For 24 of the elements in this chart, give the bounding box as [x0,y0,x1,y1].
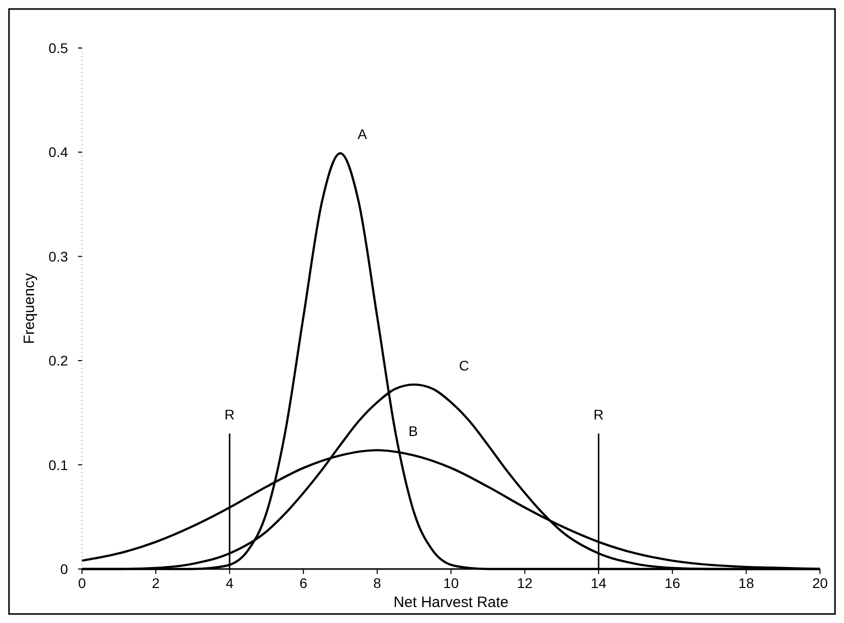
y-tick-label: 0 [60,561,68,577]
series-label: C [459,358,470,374]
y-tick-label: 0.5 [48,40,68,56]
x-axis-title: Net Harvest Rate [393,594,509,611]
x-tick-label: 4 [226,575,234,591]
x-tick-label: 16 [664,575,680,591]
x-tick-label: 10 [443,575,459,591]
x-tick-label: 14 [590,575,607,591]
x-tick-label: 6 [300,575,308,591]
y-tick-label: 0.2 [48,352,68,369]
x-tick-label: 2 [152,575,160,591]
ref-line-label: R [594,406,604,423]
x-tick-label: 18 [738,575,754,591]
x-tick-label: 8 [373,575,382,591]
y-axis-title: Frequency [21,272,38,344]
ref-line-label: R [224,406,235,423]
y-tick-label: 0.3 [48,248,68,264]
y-tick-label: 0.1 [48,456,68,473]
y-tick-label: 0.4 [48,144,68,160]
x-tick-label: 12 [517,575,533,591]
x-tick-label: 20 [812,575,828,591]
series-label: B [408,423,418,440]
x-tick-label: 0 [78,575,86,591]
series-label: A [358,126,368,142]
